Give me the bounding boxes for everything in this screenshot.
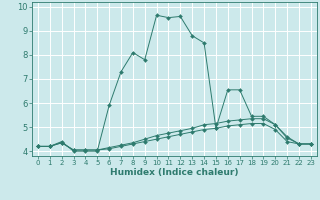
X-axis label: Humidex (Indice chaleur): Humidex (Indice chaleur): [110, 168, 239, 177]
